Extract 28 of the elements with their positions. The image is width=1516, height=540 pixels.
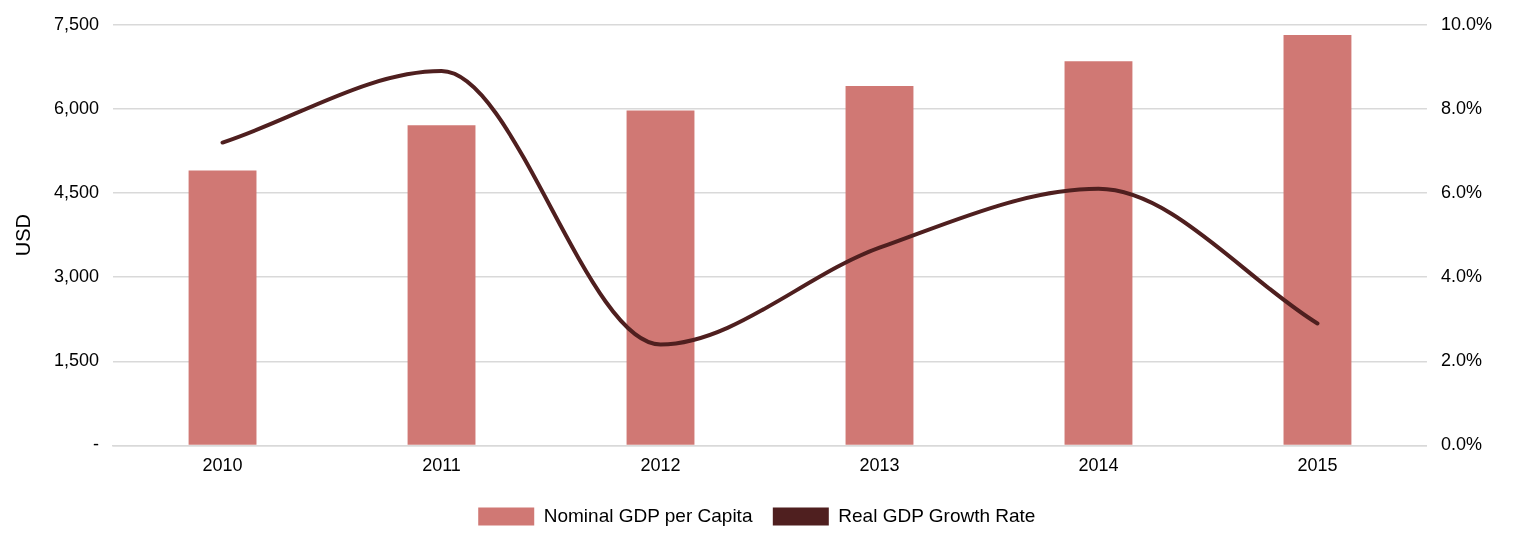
y2-tick-label: 10.0%	[1440, 13, 1493, 34]
bar	[1064, 61, 1133, 445]
bar	[626, 110, 695, 445]
x-tick-label: 2010	[202, 455, 243, 476]
x-tick-label: 2011	[422, 455, 461, 476]
legend-label: Nominal GDP per Capita	[543, 504, 753, 526]
y2-tick-label: 8.0%	[1440, 97, 1482, 118]
x-tick-label: 2014	[1078, 455, 1119, 476]
bar	[845, 85, 914, 445]
bar	[407, 125, 476, 445]
y2-tick-label: 0.0%	[1440, 434, 1482, 455]
line-series	[220, 69, 1320, 347]
y-tick-label: 3,000	[54, 266, 100, 287]
y-tick-label: 7,500	[54, 13, 100, 34]
y2-tick-label: 6.0%	[1440, 182, 1482, 203]
x-tick-label: 2015	[1297, 455, 1338, 476]
y-tick-label: -	[93, 434, 100, 455]
y2-tick-label: 4.0%	[1440, 266, 1482, 287]
legend-label: Real GDP Growth Rate	[838, 504, 1036, 526]
y-axis-title: USD	[11, 213, 34, 257]
y-tick-label: 6,000	[54, 97, 100, 118]
x-tick-label: 2012	[640, 455, 681, 476]
bar	[1283, 34, 1352, 445]
y-tick-label: 4,500	[54, 182, 100, 203]
bar	[188, 170, 257, 445]
y-tick-label: 1,500	[54, 350, 100, 371]
x-tick-label: 2013	[859, 455, 900, 476]
y2-tick-label: 2.0%	[1440, 350, 1482, 371]
